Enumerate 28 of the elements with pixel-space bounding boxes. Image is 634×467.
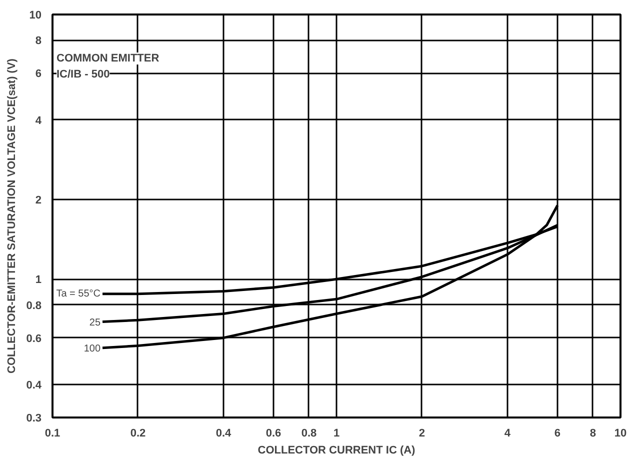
x-tick-label: 8 — [590, 428, 596, 440]
x-tick-label: 0.4 — [216, 428, 232, 440]
annotation: COMMON EMITTER — [56, 52, 160, 64]
y-tick-label: 0.6 — [26, 332, 42, 345]
annotation: IC/IB - 500 — [56, 68, 110, 80]
y-tick-label: 10 — [29, 10, 42, 22]
y-tick-label: 1 — [35, 274, 42, 286]
y-tick-label: 6 — [35, 68, 42, 80]
x-tick-label: 0.1 — [44, 428, 60, 440]
series-label: 25 — [89, 317, 101, 328]
x-tick-label: 1 — [333, 428, 340, 440]
y-tick-label: 0.4 — [26, 379, 42, 392]
series-label: Ta = 55°C — [56, 288, 101, 300]
y-tick-label: 2 — [35, 194, 42, 206]
y-tick-label: 8 — [35, 35, 42, 48]
x-tick-label: 10 — [614, 428, 627, 440]
series-label: 100 — [84, 343, 101, 354]
y-tick-label: 0.8 — [26, 300, 42, 312]
x-tick-label: 0.2 — [130, 428, 146, 440]
x-tick-label: 6 — [554, 428, 561, 440]
x-tick-label: 4 — [504, 428, 512, 440]
y-axis-title: COLLECTOR-EMITTER SATURATION VOLTAGE VCE(sat) (V) — [6, 58, 18, 374]
x-tick-label: 2 — [418, 428, 426, 440]
x-tick-label: 0.6 — [266, 428, 282, 440]
x-tick-label: 0.8 — [301, 428, 317, 440]
y-tick-label: 0.3 — [26, 412, 42, 424]
y-tick-label: 4 — [35, 114, 42, 127]
x-axis-title: COLLECTOR CURRENT IC (A) — [258, 444, 416, 456]
